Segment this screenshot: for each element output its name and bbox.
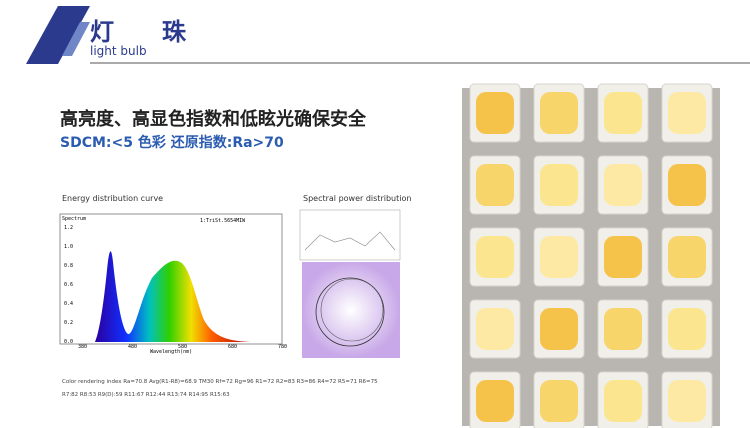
y-label: Spectrum xyxy=(62,216,86,222)
led-phosphor xyxy=(668,380,706,422)
led-phosphor xyxy=(476,236,514,278)
legend: 1:TriSt.5654MIW xyxy=(200,218,246,224)
led-phosphor xyxy=(540,236,578,278)
y-tick-label: 0.2 xyxy=(64,320,73,326)
led-phosphor xyxy=(604,164,642,206)
led-phosphor xyxy=(476,308,514,350)
x-tick-label: 780 xyxy=(278,344,287,350)
led-phosphor xyxy=(476,380,514,422)
led-grid xyxy=(469,83,713,428)
led-phosphor xyxy=(604,308,642,350)
led-phosphor xyxy=(668,92,706,134)
y-tick-label: 0.8 xyxy=(64,263,73,269)
led-phosphor xyxy=(604,92,642,134)
led-phosphor xyxy=(668,236,706,278)
led-phosphor xyxy=(604,236,642,278)
color-diagram xyxy=(302,262,400,358)
color-circle xyxy=(320,278,384,342)
y-tick-label: 1.2 xyxy=(64,225,73,231)
x-tick-label: 380 xyxy=(78,344,87,350)
led-phosphor xyxy=(540,308,578,350)
cri-line: R7:82 R8:53 R9(D):59 R11:67 R12:44 R13:7… xyxy=(62,392,230,398)
x-tick-label: 580 xyxy=(178,344,187,350)
x-label: Wavelength(nm) xyxy=(150,349,192,355)
spectral-panel xyxy=(299,209,401,261)
led-phosphor xyxy=(668,164,706,206)
spectral-line xyxy=(304,231,396,251)
color-circle xyxy=(315,277,385,347)
led-phosphor xyxy=(540,380,578,422)
led-phosphor xyxy=(476,92,514,134)
led-phosphor xyxy=(540,92,578,134)
subheadline: SDCM:<5 色彩 还原指数:Ra>70 xyxy=(60,135,284,151)
y-tick-label: 0.6 xyxy=(64,282,73,288)
y-tick-label: 1.0 xyxy=(64,244,73,250)
y-tick-label: 0.0 xyxy=(64,339,73,345)
led-phosphor xyxy=(668,308,706,350)
title: 灯 珠 xyxy=(90,18,186,46)
cri-line: Color rendering index Ra=70.8 Avg(R1-R8)… xyxy=(62,379,378,385)
logo-shape xyxy=(62,22,90,56)
headline: 高亮度、高显色指数和低眩光确保安全 xyxy=(60,109,366,130)
x-tick-label: 680 xyxy=(228,344,237,350)
y-tick-label: 0.4 xyxy=(64,301,73,307)
x-tick-label: 480 xyxy=(128,344,137,350)
caption: Spectral power distribution xyxy=(303,194,412,203)
led-phosphor xyxy=(476,164,514,206)
subtitle: light bulb xyxy=(90,44,147,58)
led-phosphor xyxy=(604,380,642,422)
energy-curve xyxy=(95,251,250,342)
led-phosphor xyxy=(540,164,578,206)
caption: Energy distribution curve xyxy=(62,194,164,203)
logo-shape xyxy=(26,6,90,64)
